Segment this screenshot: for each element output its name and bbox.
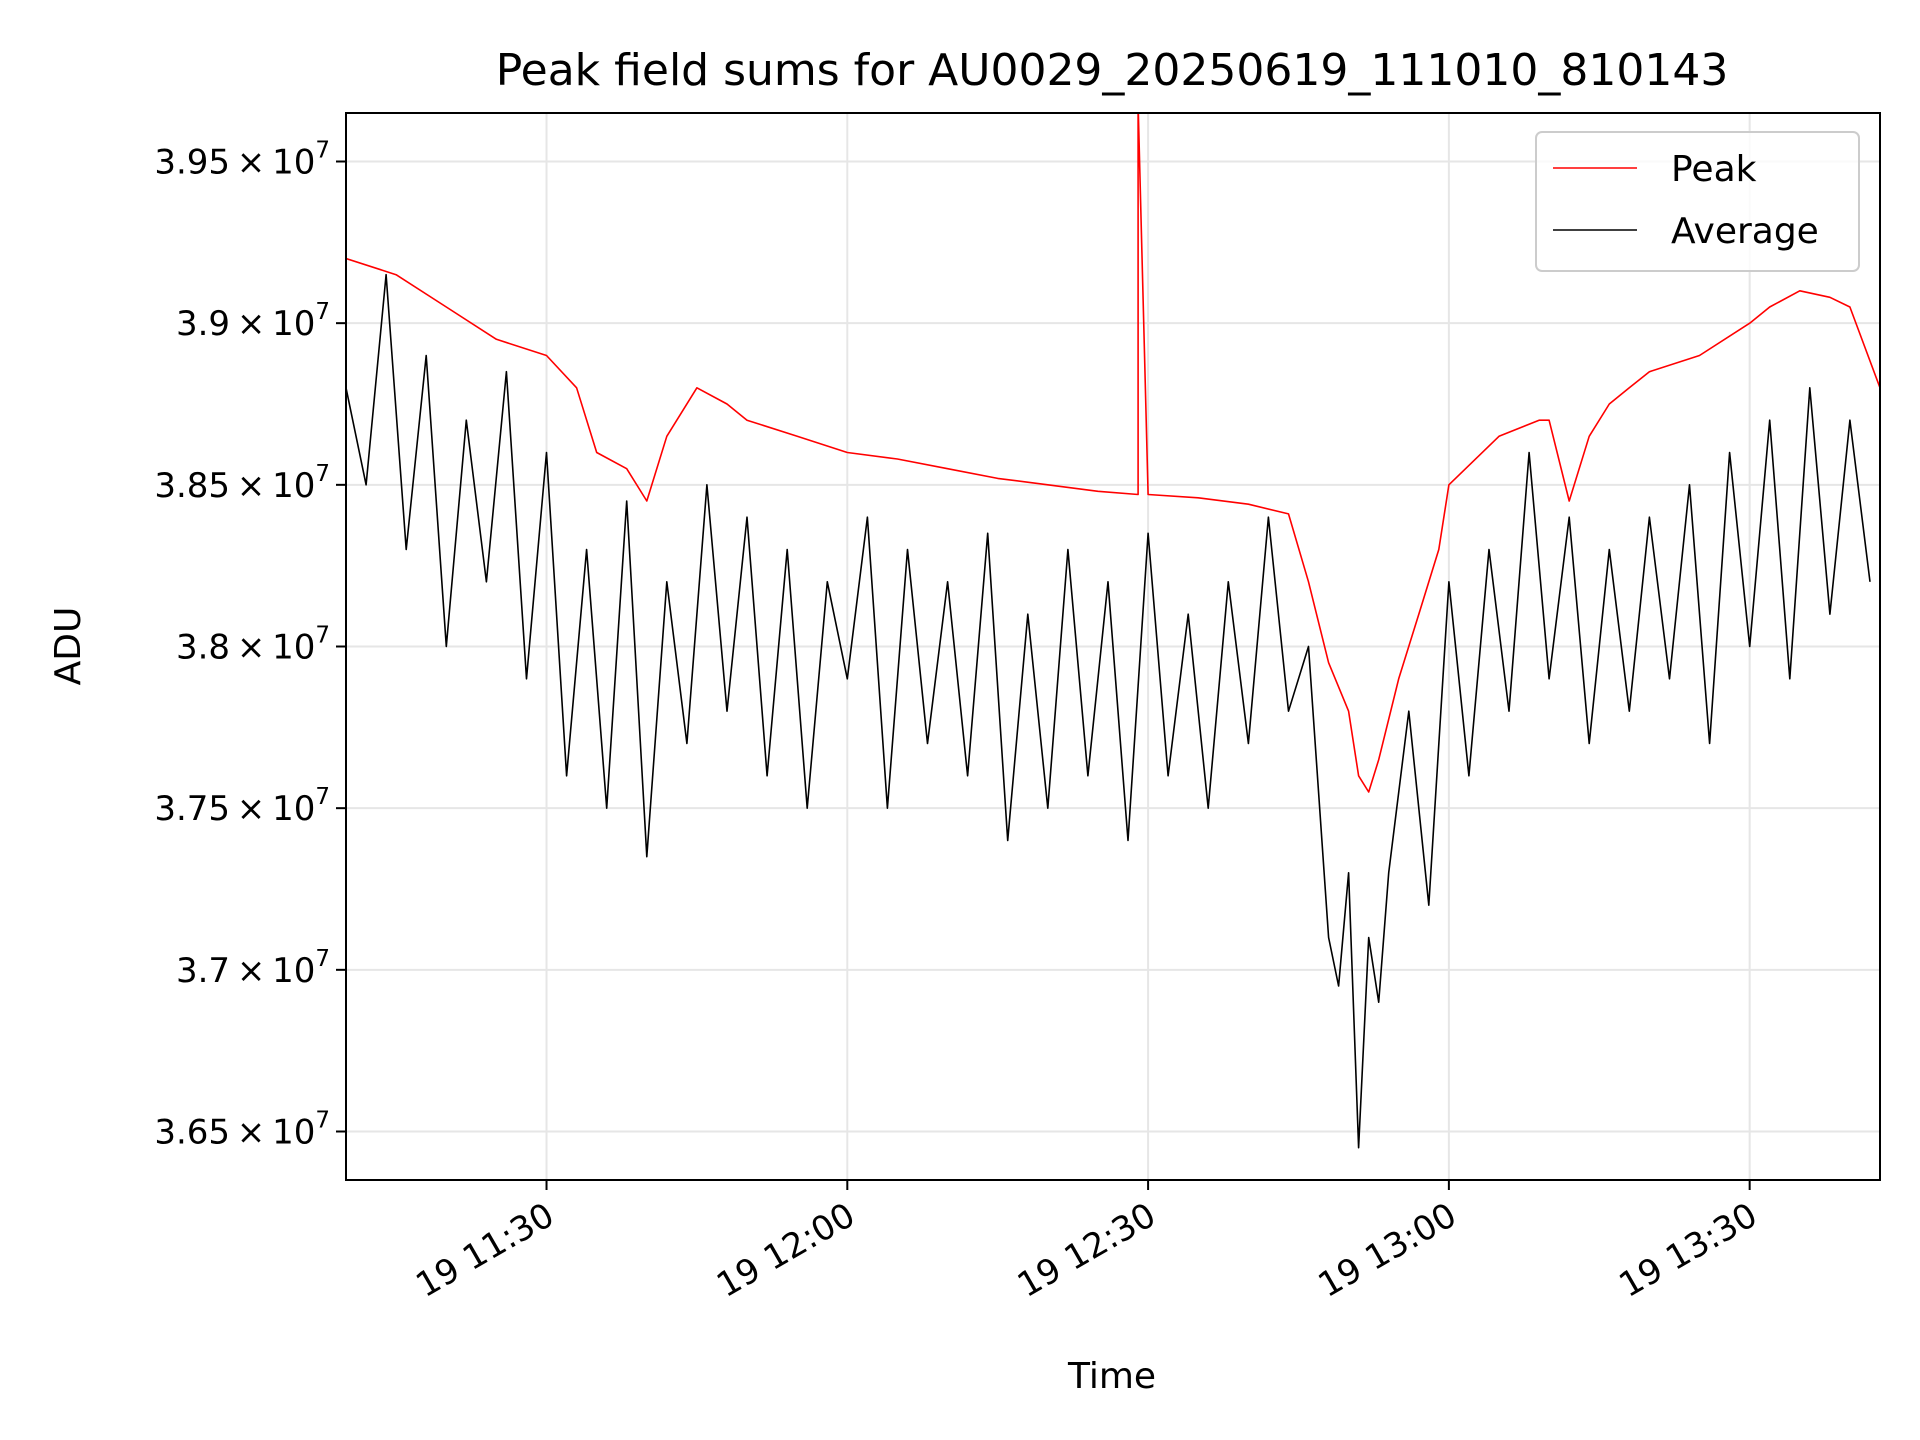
gridlines	[346, 113, 1880, 1180]
y-axis: 3.65 × 107 3.7 × 107 3.75 × 107 3.8 × 107 3.…	[154, 138, 346, 1153]
y-tick-label: 3.9 × 107	[176, 299, 330, 344]
y-tick-label: 3.75 × 107	[154, 784, 330, 829]
chart-title: Peak field sums for AU0029_20250619_1110…	[496, 45, 1729, 96]
legend-label-peak: Peak	[1671, 149, 1757, 190]
legend: Peak Average	[1535, 131, 1860, 272]
y-tick-label: 3.65 × 107	[154, 1108, 330, 1153]
y-tick-label: 3.8 × 107	[176, 623, 330, 668]
y-tick-label: 3.85 × 107	[154, 461, 330, 506]
y-axis-label: ADU	[48, 607, 89, 686]
series-line-average	[346, 273, 1871, 1149]
legend-label-average: Average	[1671, 211, 1819, 252]
series-line-peak	[346, 113, 1880, 793]
plot-area	[346, 113, 1880, 1149]
y-tick-label: 3.95 × 107	[154, 138, 330, 183]
legend-frame	[1535, 131, 1860, 272]
y-tick-label: 3.7 × 107	[176, 946, 330, 991]
x-axis-label: Time	[1067, 1356, 1156, 1397]
